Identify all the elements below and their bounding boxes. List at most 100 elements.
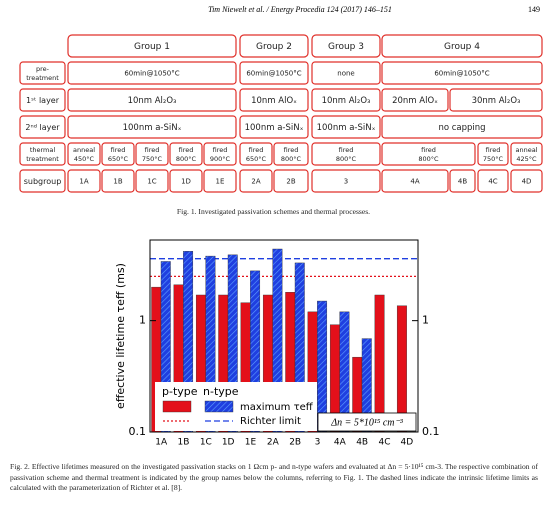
bar bbox=[317, 300, 328, 433]
scheme-cell: 1D bbox=[181, 178, 191, 186]
x-tick-label: 1B bbox=[178, 438, 190, 448]
row-label: thermal treatment bbox=[26, 146, 59, 163]
figure1-caption: Fig. 1. Investigated passivation schemes… bbox=[176, 207, 371, 216]
scheme-cell: 10nm AlOₓ bbox=[251, 96, 297, 106]
scheme-cell-box bbox=[239, 142, 273, 166]
scheme-cell-box bbox=[510, 142, 543, 166]
scheme-cell: fired 750°C bbox=[142, 146, 163, 163]
scheme-cell-box bbox=[311, 88, 381, 112]
x-tick-label: 3 bbox=[315, 438, 321, 448]
y-axis-title: effective lifetime τeff (ms) bbox=[114, 263, 127, 409]
scheme-diagram: Group 1 Group 2 Group 3 Group 4 pre-treatmen… bbox=[19, 34, 543, 193]
scheme-cell-box bbox=[101, 169, 135, 193]
scheme-cell: 10nm Al₂O₃ bbox=[322, 96, 371, 106]
row-label: subgroup bbox=[24, 177, 62, 186]
scheme-cell-box bbox=[381, 169, 449, 193]
group-header: Group 2 bbox=[256, 42, 292, 52]
lifetime-chart: 0.1 0.1 1 1 1A 1B 1C 1D 1E 2A 2B 3 4A 4B 4C 4D effective… bbox=[114, 239, 440, 448]
scheme-cell: none bbox=[337, 70, 354, 78]
page-number: 149 bbox=[528, 5, 540, 14]
scheme-cell: 2B bbox=[286, 178, 295, 186]
x-tick-label: 1A bbox=[155, 438, 168, 448]
scheme-cell-box bbox=[67, 88, 237, 112]
scheme-cell: 1B bbox=[113, 178, 122, 186]
group-header-box bbox=[381, 34, 543, 58]
scheme-cell-box bbox=[449, 88, 543, 112]
scheme-cell: 4A bbox=[410, 178, 419, 186]
scheme-cell-box bbox=[477, 169, 509, 193]
scheme-cell: 100nm a-SiNₓ bbox=[123, 123, 182, 133]
scheme-cell-box bbox=[239, 115, 309, 139]
scheme-cell: anneal 450°C bbox=[73, 146, 95, 163]
scheme-cell: 60min@1050°C bbox=[246, 70, 301, 78]
scheme-cell: 4D bbox=[522, 178, 532, 186]
scheme-cell: fired 650°C bbox=[108, 146, 129, 163]
scheme-cell-box bbox=[311, 142, 381, 166]
row-label: pre-treatment bbox=[26, 65, 59, 82]
x-tick-label: 1D bbox=[222, 438, 235, 448]
legend-label: maximum τeff bbox=[240, 402, 314, 413]
legend-swatch bbox=[204, 400, 234, 413]
scheme-cell: fired 800°C bbox=[336, 146, 357, 163]
row-label-box bbox=[19, 169, 66, 193]
scheme-cell: 20nm AlOₓ bbox=[392, 96, 438, 106]
scheme-cell: 3 bbox=[344, 178, 348, 186]
scheme-cell: fired 650°C bbox=[246, 146, 267, 163]
scheme-cell: fired 750°C bbox=[483, 146, 504, 163]
scheme-cell: 1E bbox=[216, 178, 225, 186]
group-header: Group 3 bbox=[328, 42, 364, 52]
scheme-cell: fired 800°C bbox=[418, 146, 439, 163]
scheme-cell-box bbox=[273, 169, 309, 193]
scheme-cell-box bbox=[203, 142, 237, 166]
scheme-cell-box bbox=[135, 142, 169, 166]
x-tick-label: 2B bbox=[289, 438, 301, 448]
scheme-cell-box bbox=[381, 115, 543, 139]
scheme-cell: 1A bbox=[79, 178, 88, 186]
row-label-box bbox=[19, 88, 66, 112]
legend-swatch bbox=[162, 400, 192, 413]
scheme-cell-box bbox=[311, 115, 381, 139]
running-title: Tim Niewelt et al. / Energy Procedia 124… bbox=[208, 5, 392, 14]
x-tick-label: 1C bbox=[200, 438, 212, 448]
scheme-cell: fired 800°C bbox=[281, 146, 302, 163]
y-tick-label: 0.1 bbox=[129, 425, 147, 438]
annotation-box bbox=[317, 412, 417, 432]
scheme-cell-box bbox=[449, 169, 476, 193]
scheme-cell-box bbox=[135, 169, 169, 193]
group-header: Group 4 bbox=[444, 42, 480, 52]
x-tick-label: 4C bbox=[378, 438, 390, 448]
scheme-cell-box bbox=[203, 169, 237, 193]
legend-label: p-type bbox=[162, 385, 198, 398]
scheme-cell: 1C bbox=[147, 178, 156, 186]
scheme-cell: 100nm a-SiNₓ bbox=[245, 123, 304, 133]
annotation: Δn = 5*10¹⁵ cm⁻³ bbox=[330, 417, 404, 428]
y-tick-label: 1 bbox=[139, 314, 146, 327]
scheme-cell-box bbox=[239, 88, 309, 112]
scheme-cell-box bbox=[311, 169, 381, 193]
scheme-cell-box bbox=[381, 61, 543, 85]
scheme-cell-box bbox=[67, 142, 101, 166]
row-label-box bbox=[19, 142, 66, 166]
scheme-cell: 60min@1050°C bbox=[434, 70, 489, 78]
scheme-cell: fired 900°C bbox=[210, 146, 231, 163]
x-tick-label: 1E bbox=[245, 438, 257, 448]
scheme-cell-box bbox=[477, 142, 509, 166]
scheme-cell-box bbox=[101, 142, 135, 166]
x-tick-label: 2A bbox=[267, 438, 280, 448]
scheme-cell-box bbox=[239, 169, 273, 193]
x-tick-label: 4D bbox=[401, 438, 414, 448]
scheme-cell-box bbox=[67, 169, 101, 193]
y2-tick-label: 1 bbox=[422, 314, 429, 327]
scheme-cell: 100nm a-SiNₓ bbox=[317, 123, 376, 133]
scheme-cell-box bbox=[273, 142, 309, 166]
scheme-cell: fired 800°C bbox=[176, 146, 197, 163]
scheme-cell-box bbox=[239, 61, 309, 85]
x-tick-label: 4A bbox=[334, 438, 347, 448]
scheme-cell-box bbox=[67, 115, 237, 139]
row-label: 2ⁿᵈ layer bbox=[25, 123, 60, 132]
scheme-cell: no capping bbox=[438, 123, 485, 133]
scheme-cell-box bbox=[169, 142, 203, 166]
row-label: 1ˢᵗ layer bbox=[26, 96, 60, 105]
